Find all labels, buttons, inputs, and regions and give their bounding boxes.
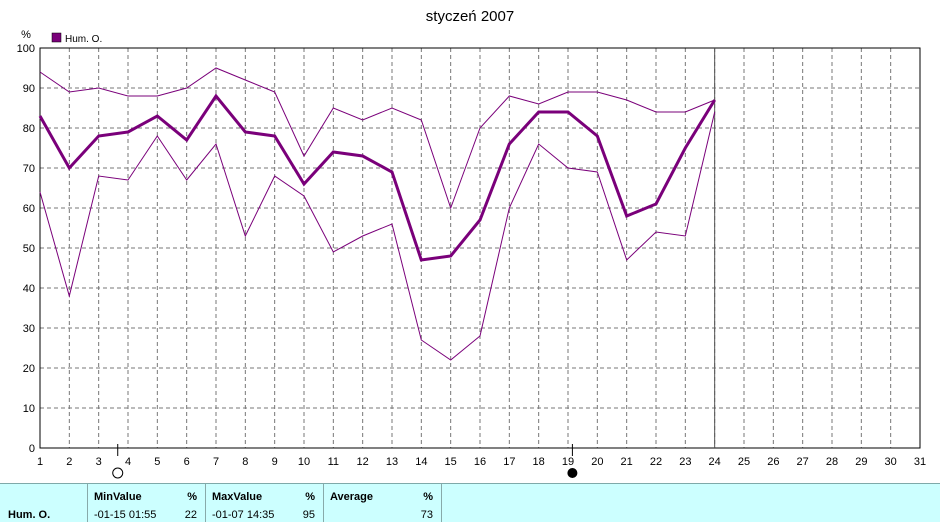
x-tick-label: 10 [298,456,310,468]
x-tick-label: 25 [738,456,750,468]
min-time: -01-15 01:55 [94,509,157,521]
y-tick-label: 40 [23,283,35,295]
stats-min-cell: MinValue % -01-15 01:55 22 [88,484,206,522]
x-tick-label: 8 [242,456,248,468]
y-axis-unit: % [21,29,31,41]
x-tick-label: 3 [96,456,102,468]
x-tick-label: 27 [797,456,809,468]
x-tick-label: 31 [914,456,926,468]
y-tick-label: 60 [23,203,35,215]
x-tick-label: 23 [679,456,691,468]
plot-frame [39,47,921,449]
x-tick-label: 29 [855,456,867,468]
stats-max-cell: MaxValue % -01-07 14:35 95 [206,484,324,522]
y-tick-label: 30 [23,323,35,335]
x-tick-label: 14 [415,456,427,468]
x-tick-label: 1 [37,456,43,468]
y-tick-label: 10 [23,403,35,415]
x-tick-label: 24 [709,456,721,468]
y-tick-label: 50 [23,243,35,255]
min-value: 22 [184,509,197,521]
max-time: -01-07 14:35 [212,509,275,521]
x-tick-label: 30 [885,456,897,468]
max-header: MaxValue [212,491,263,503]
x-tick-label: 6 [184,456,190,468]
grid [40,48,920,448]
series-line-average [38,93,716,262]
max-unit: % [305,491,315,503]
chart-title: styczeń 2007 [426,8,514,25]
moon-phase-markers [112,444,578,479]
max-value: 95 [302,509,315,521]
y-tick-label: 70 [23,163,35,175]
x-tick-label: 12 [357,456,369,468]
stats-average-cell: Average % 73 [324,484,442,522]
x-tick-label: 17 [503,456,515,468]
x-tick-label: 20 [591,456,603,468]
x-tick-label: 15 [445,456,457,468]
y-tick-label: 0 [29,443,35,455]
legend-swatch [51,32,62,43]
average-unit: % [423,491,433,503]
stats-sensor-cell: Hum. O. [0,484,88,522]
x-tick-label: 22 [650,456,662,468]
x-tick-label: 7 [213,456,219,468]
x-tick-label: 19 [562,456,574,468]
x-tick-label: 11 [328,456,339,468]
x-tick-label: 5 [154,456,160,468]
x-tick-label: 13 [386,456,398,468]
x-tick-label: 28 [826,456,838,468]
y-tick-label: 20 [23,363,35,375]
series-line-min [39,111,716,361]
chart: styczeń 2007 % Hum. O. 0 10 20 30 40 50 60 70 80… [17,8,926,479]
x-tick-label: 9 [272,456,278,468]
stats-sensor-name: Hum. O. [8,509,51,521]
min-unit: % [187,491,197,503]
average-value: 73 [420,509,433,521]
stats-panel: Hum. O. MinValue % -01-15 01:55 22 MaxVa… [0,483,940,522]
x-tick-label: 16 [474,456,486,468]
x-tick-label: 18 [533,456,545,468]
average-header: Average [330,491,374,503]
series-group [38,67,716,361]
min-header: MinValue [94,491,142,503]
x-tick-label: 21 [621,456,633,468]
x-tick-label: 26 [767,456,779,468]
x-tick-label: 4 [125,456,131,468]
y-tick-label: 100 [17,43,35,55]
new-moon-icon [567,468,578,478]
y-tick-label: 90 [23,83,35,95]
y-tick-label: 80 [23,123,35,135]
legend-label: Hum. O. [65,34,102,45]
series-line-max [39,67,715,210]
full-moon-icon [112,467,124,479]
x-tick-label: 2 [66,456,72,468]
